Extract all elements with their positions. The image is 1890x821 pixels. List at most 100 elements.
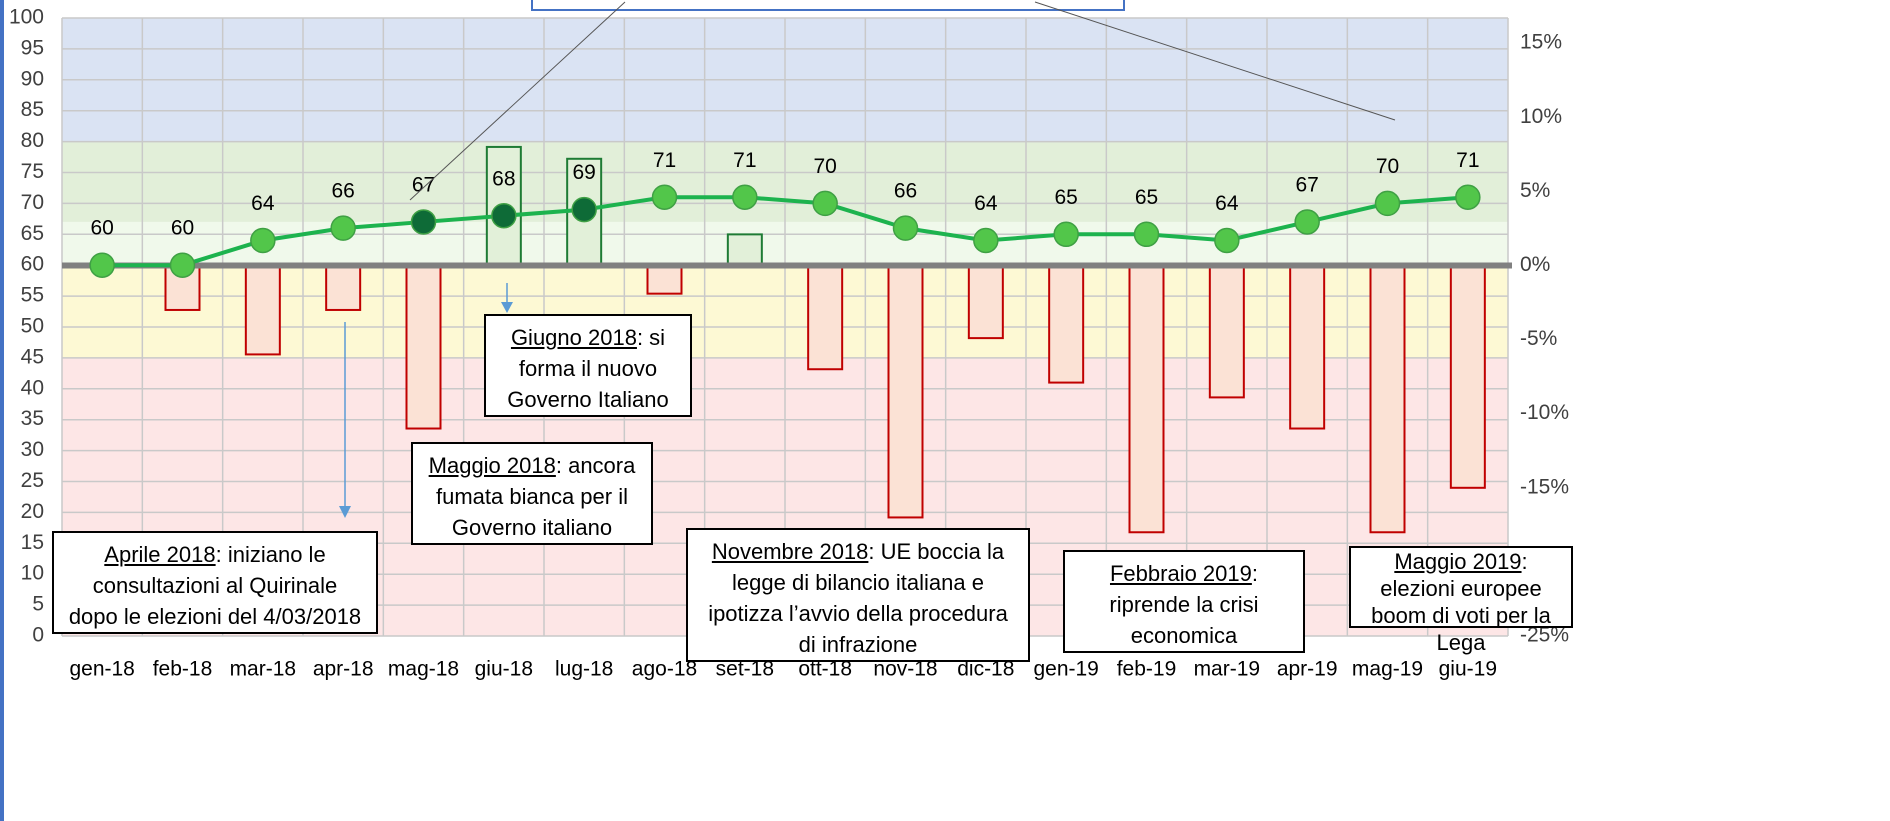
annotation-text: fumata bianca per il	[436, 484, 628, 509]
left-edge	[0, 0, 4, 821]
y-tick-label: 100	[9, 6, 44, 29]
annotation-text: :	[1521, 549, 1528, 574]
annotation-text: Lega	[1436, 630, 1486, 655]
point	[651, 184, 678, 210]
annotation-text: : si	[636, 325, 666, 350]
y2-tick-label: -5%	[1520, 327, 1557, 350]
data-label: 60	[90, 217, 113, 240]
annotation-heading: Aprile 2018	[104, 542, 216, 567]
annotation-text: elezioni europee	[1380, 576, 1542, 601]
point	[1455, 184, 1481, 210]
leader	[1034, 1, 1396, 121]
x-tick-label: gen-18	[69, 658, 134, 681]
annotation-text: boom di voti per la	[1371, 603, 1551, 628]
data-label: 64	[1215, 192, 1239, 215]
y-tick-label: 20	[21, 500, 44, 523]
x-tick-label: ago-18	[632, 658, 697, 681]
annotation-text: : UE boccia la	[868, 539, 1005, 564]
point	[330, 215, 356, 241]
annotation: Febbraio 2019: riprende la crisi economica	[1063, 550, 1305, 653]
annotation-text: economica	[1130, 623, 1238, 648]
data-label: 64	[974, 192, 998, 215]
bar	[1369, 264, 1406, 534]
data-label: 68	[492, 167, 515, 190]
y-tick-label: 80	[21, 129, 44, 152]
point	[812, 190, 838, 217]
bar	[726, 233, 763, 267]
y2-tick-label: 15%	[1520, 31, 1562, 54]
y-tick-label: 90	[21, 67, 44, 90]
top-box	[531, 0, 1125, 11]
x-tick-label: nov-18	[873, 658, 937, 681]
y-tick-label: 45	[21, 345, 44, 368]
data-label: 60	[171, 217, 194, 240]
annotation-text: riprende la crisi	[1109, 592, 1259, 617]
x-tick-label: lug-18	[555, 658, 613, 681]
arrow-head	[501, 302, 513, 313]
annotation-text: di infrazione	[798, 632, 918, 657]
bar	[646, 264, 683, 295]
point	[169, 252, 196, 278]
bar	[807, 264, 844, 371]
annotation-text: ipotizza l’avvio della procedura	[708, 601, 1008, 626]
y-tick-label: 35	[21, 407, 44, 430]
data-label: 64	[251, 192, 275, 215]
annotation-text: Governo Italiano	[507, 387, 669, 412]
annotation-text: forma il nuovo	[518, 356, 658, 381]
y-tick-label: 30	[21, 438, 44, 461]
point	[973, 227, 999, 254]
leader	[409, 1, 626, 201]
x-tick-label: apr-19	[1277, 658, 1338, 681]
y-tick-label: 10	[21, 562, 44, 585]
data-label: 69	[572, 161, 595, 184]
y-tick-label: 5	[32, 593, 44, 616]
data-label: 70	[1376, 155, 1399, 178]
data-label: 66	[894, 180, 917, 203]
annotation-text: :	[1251, 561, 1258, 586]
x-tick-label: feb-19	[1117, 658, 1177, 681]
y-tick-label: 55	[21, 284, 44, 307]
x-tick-label: set-18	[716, 658, 774, 681]
annotation: Maggio 2018: ancora fumata bianca per il G…	[411, 442, 653, 545]
bar	[887, 264, 924, 519]
arrow-head	[339, 506, 351, 518]
x-tick-label: mar-19	[1194, 658, 1261, 681]
y-tick-label: 75	[21, 160, 44, 183]
point	[732, 184, 758, 210]
point	[250, 227, 276, 254]
bar	[967, 264, 1004, 340]
line	[102, 195, 1468, 268]
bar	[325, 264, 362, 311]
y2-tick-label: 10%	[1520, 105, 1562, 128]
annotation-heading: Novembre 2018	[711, 539, 869, 564]
x-tick-label: mar-18	[230, 658, 297, 681]
bar	[1128, 264, 1165, 534]
point	[571, 196, 597, 223]
x-tick-label: giu-18	[475, 658, 533, 681]
data-label: 71	[653, 149, 676, 172]
y-tick-label: 85	[21, 98, 44, 121]
annotation: Novembre 2018: UE boccia la legge di bila…	[686, 528, 1030, 662]
bar	[1449, 264, 1486, 489]
data-label: 71	[1456, 149, 1479, 172]
x-tick-label: feb-18	[153, 658, 213, 681]
data-label: 67	[412, 173, 435, 196]
point	[89, 252, 115, 278]
bar	[244, 264, 281, 356]
point	[491, 203, 517, 229]
data-label: 70	[813, 155, 836, 178]
annotation-heading: Maggio 2018	[428, 453, 556, 478]
annotation-heading: Giugno 2018	[510, 325, 637, 350]
y2-tick-label: -10%	[1520, 401, 1569, 424]
x-tick-label: dic-18	[957, 658, 1014, 681]
y-tick-label: 70	[21, 191, 44, 214]
x-tick-label: gen-19	[1033, 658, 1098, 681]
y-tick-label: 40	[21, 376, 44, 399]
point	[1133, 221, 1160, 248]
y2-tick-label: -25%	[1520, 624, 1569, 647]
bar	[1289, 264, 1326, 430]
y-tick-label: 60	[21, 253, 44, 276]
annotation-text: : iniziano le	[215, 542, 326, 567]
